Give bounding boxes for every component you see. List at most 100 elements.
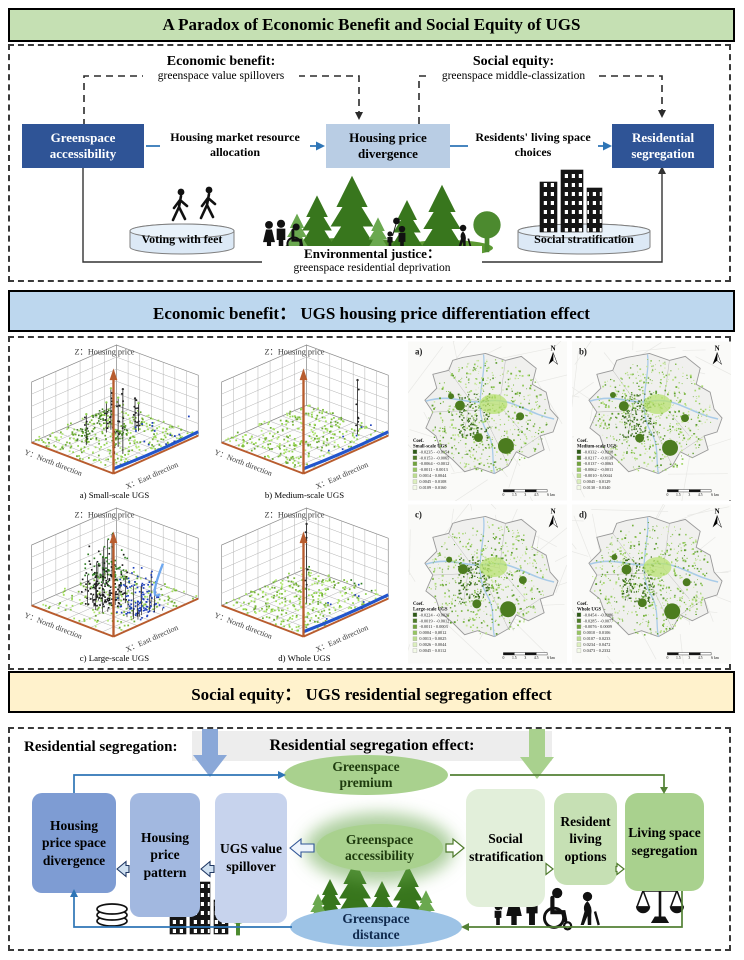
economic-benefit-banner: Economic benefit： UGS housing price diff… bbox=[8, 290, 735, 332]
right-arrow-icon bbox=[615, 862, 625, 876]
svg-text:N: N bbox=[551, 507, 556, 515]
social-stratification-text: Social stratification bbox=[469, 831, 544, 864]
svg-text:-0.0153 - -0.0065: -0.0153 - -0.0065 bbox=[419, 455, 449, 460]
economic-benefit-subtitle: greenspace value spillovers bbox=[157, 70, 285, 83]
greenspace-accessibility-ellipse: Greenspace accessibility bbox=[316, 824, 443, 872]
svg-text:0.0234 - 0.0472: 0.0234 - 0.0472 bbox=[583, 642, 610, 647]
housing-price-divergence-box: Housing price divergence bbox=[326, 124, 450, 168]
svg-text:0.0045 - 0.0108: 0.0045 - 0.0108 bbox=[419, 479, 446, 484]
social-equity-banner-text: Social equity： UGS residential segregati… bbox=[191, 684, 552, 704]
greenspace-distance-ellipse: Greenspace distance bbox=[290, 907, 462, 947]
left-arrow-icon bbox=[200, 860, 215, 878]
svg-text:Whole UGS: Whole UGS bbox=[577, 607, 602, 612]
svg-text:6 km: 6 km bbox=[711, 493, 719, 497]
coef-map-whole-ugs: d) N Coef. Whole UGS -0.0454 - -0.0286 -0.028… bbox=[541, 478, 744, 712]
svg-text:-0.0332 - -0.0218: -0.0332 - -0.0218 bbox=[583, 449, 613, 454]
svg-text:3: 3 bbox=[524, 493, 526, 497]
right-arrow-icon bbox=[445, 837, 465, 859]
svg-text:4.5: 4.5 bbox=[698, 656, 703, 660]
scatter-plot-large-ugs: Z：Housing price Y：North direction X：East d… bbox=[18, 504, 208, 669]
left-arrow-icon bbox=[289, 837, 315, 859]
svg-text:N: N bbox=[715, 344, 720, 352]
svg-text:Z：Housing price: Z：Housing price bbox=[265, 348, 325, 357]
housing-price-divergence-text: Housing price divergence bbox=[349, 129, 427, 161]
svg-text:c): c) bbox=[415, 509, 422, 519]
greenspace-premium-text: Greenspace premium bbox=[332, 758, 400, 790]
social-equity-label: Social equity: greenspace middle-classiz… bbox=[428, 54, 599, 84]
environmental-justice-title: Environmental justice： bbox=[304, 246, 440, 261]
greenspace-accessibility-box: Greenspace accessibility bbox=[22, 124, 144, 168]
svg-text:0.0045 - 0.0112: 0.0045 - 0.0112 bbox=[419, 648, 446, 653]
svg-text:b) Medium-scale UGS: b) Medium-scale UGS bbox=[265, 490, 344, 500]
economic-benefit-label: Economic benefit: greenspace value spill… bbox=[143, 54, 299, 84]
ugs-value-spillover-text: UGS value spillover bbox=[220, 841, 282, 874]
svg-text:Coef.: Coef. bbox=[577, 602, 588, 607]
svg-text:d): d) bbox=[579, 509, 587, 519]
social-equity-title: Social equity: bbox=[472, 54, 555, 69]
housing-price-space-divergence-box: Housing price space divergence bbox=[32, 793, 116, 893]
svg-text:0.0107 - 0.0233: 0.0107 - 0.0233 bbox=[583, 636, 610, 641]
coef-map-medium-ugs: b) N Coef. Medium-scale UGS -0.0332 - -0.021… bbox=[529, 319, 744, 506]
svg-text:a): a) bbox=[415, 346, 422, 356]
svg-text:0: 0 bbox=[502, 493, 504, 497]
svg-text:c) Large-scale UGS: c) Large-scale UGS bbox=[80, 653, 149, 663]
svg-text:-0.0137 - -0.0063: -0.0137 - -0.0063 bbox=[583, 461, 613, 466]
segregation-effect-banner-text: Residential segregation effect: bbox=[269, 737, 475, 754]
svg-text:0.0013 - 0.0025: 0.0013 - 0.0025 bbox=[419, 636, 446, 641]
svg-text:1.5: 1.5 bbox=[676, 493, 681, 497]
svg-text:0.0109 - 0.0160: 0.0109 - 0.0160 bbox=[419, 485, 446, 490]
svg-text:0.0045 - 0.0129: 0.0045 - 0.0129 bbox=[583, 479, 610, 484]
svg-text:3: 3 bbox=[688, 656, 690, 660]
title-banner: A Paradox of Economic Benefit and Social… bbox=[8, 8, 735, 42]
environmental-justice-subtitle: greenspace residential deprivation bbox=[293, 261, 451, 274]
walking-people-icon bbox=[171, 185, 217, 222]
svg-text:0.0014 - 0.0044: 0.0014 - 0.0044 bbox=[419, 473, 447, 478]
scatter-plot-medium-ugs: Z：Housing price Y：North direction X：East d… bbox=[208, 341, 398, 506]
city-buildings-icon bbox=[539, 169, 603, 233]
svg-text:0: 0 bbox=[502, 656, 504, 660]
svg-text:-0.0011 - 0.0013: -0.0011 - 0.0013 bbox=[419, 467, 447, 472]
housing-price-pattern-text: Housing price pattern bbox=[140, 829, 189, 880]
svg-text:4.5: 4.5 bbox=[534, 656, 539, 660]
svg-text:-0.0019 - -0.0012: -0.0019 - -0.0012 bbox=[419, 618, 449, 623]
economic-benefit-section: Z：Housing price Y：North direction X：East d… bbox=[8, 285, 744, 712]
title-banner-text: A Paradox of Economic Benefit and Social… bbox=[162, 15, 581, 34]
residential-segregation-label: Residential segregation: bbox=[24, 739, 178, 755]
svg-text:3: 3 bbox=[524, 656, 526, 660]
svg-text:0: 0 bbox=[666, 656, 668, 660]
coef-map-large-ugs: c) N Coef. Large-scale UGS -0.0224 - -0.0020… bbox=[378, 471, 616, 669]
svg-text:4.5: 4.5 bbox=[698, 493, 703, 497]
residents-choices-arrow-label: Residents' living space choices bbox=[468, 130, 598, 160]
svg-text:-0.0062 - -0.0011: -0.0062 - -0.0011 bbox=[583, 467, 613, 472]
svg-text:6 km: 6 km bbox=[547, 656, 555, 660]
social-equity-subtitle: greenspace middle-classization bbox=[441, 70, 586, 83]
svg-text:-0.0217 - -0.0138: -0.0217 - -0.0138 bbox=[583, 455, 613, 460]
housing-price-pattern-box: Housing price pattern bbox=[130, 793, 200, 917]
living-space-segregation-box: Living space segregation bbox=[625, 793, 704, 891]
svg-text:6 km: 6 km bbox=[711, 656, 719, 660]
economic-benefit-title: Economic benefit: bbox=[166, 54, 276, 69]
svg-text:0.0004 - 0.0012: 0.0004 - 0.0012 bbox=[419, 630, 446, 635]
economic-benefit-banner-text: Economic benefit： UGS housing price diff… bbox=[153, 303, 590, 323]
svg-text:-0.0011 - 0.0003: -0.0011 - 0.0003 bbox=[419, 624, 447, 629]
svg-text:-0.0076 - 0.0009: -0.0076 - 0.0009 bbox=[583, 624, 611, 629]
svg-text:b): b) bbox=[579, 346, 587, 356]
scatter-plot-small-ugs: Z：Housing price Y：North direction X：East d… bbox=[18, 341, 208, 506]
svg-text:Z：Housing price: Z：Housing price bbox=[75, 348, 135, 357]
living-space-segregation-text: Living space segregation bbox=[628, 825, 701, 858]
svg-text:N: N bbox=[715, 507, 720, 515]
svg-text:-0.0235 - -0.0154: -0.0235 - -0.0154 bbox=[419, 449, 450, 454]
social-stratification-label: Social stratification bbox=[534, 232, 634, 246]
svg-text:0.0010 - 0.0106: 0.0010 - 0.0106 bbox=[583, 630, 610, 635]
svg-text:Coef.: Coef. bbox=[413, 439, 424, 444]
social-equity-banner: Social equity： UGS residential segregati… bbox=[8, 671, 735, 713]
environmental-justice-label: Environmental justice： greenspace reside… bbox=[262, 246, 482, 276]
ugs-value-spillover-box: UGS value spillover bbox=[215, 793, 287, 923]
resident-living-options-box: Resident living options bbox=[554, 793, 617, 885]
greenspace-distance-text: Greenspace distance bbox=[342, 910, 410, 942]
svg-text:6 km: 6 km bbox=[547, 493, 555, 497]
greenspace-accessibility-ellipse-text: Greenspace accessibility bbox=[345, 831, 414, 863]
svg-text:Medium-scale UGS: Medium-scale UGS bbox=[577, 444, 617, 449]
svg-text:1.5: 1.5 bbox=[512, 656, 517, 660]
